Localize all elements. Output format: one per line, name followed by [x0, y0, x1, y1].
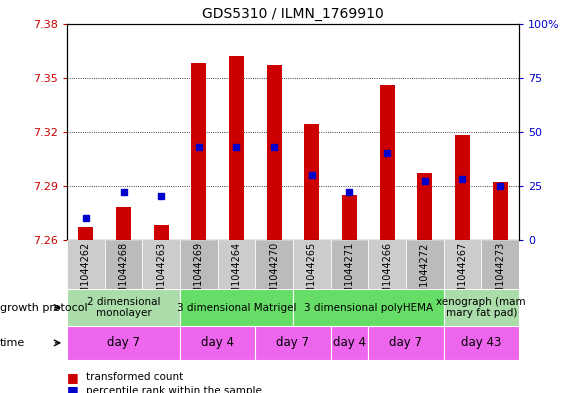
- Bar: [444, 289, 519, 326]
- Bar: [368, 240, 406, 289]
- Text: 3 dimensional Matrigel: 3 dimensional Matrigel: [177, 303, 296, 312]
- Text: day 7: day 7: [389, 336, 423, 349]
- Bar: [293, 289, 444, 326]
- Bar: [481, 240, 519, 289]
- Text: GSM1044270: GSM1044270: [269, 242, 279, 307]
- Bar: [380, 85, 395, 240]
- Bar: [142, 240, 180, 289]
- Title: GDS5310 / ILMN_1769910: GDS5310 / ILMN_1769910: [202, 7, 384, 21]
- Bar: [342, 195, 357, 240]
- Text: ■: ■: [67, 371, 79, 384]
- Bar: [154, 225, 168, 240]
- Text: GSM1044268: GSM1044268: [118, 242, 128, 307]
- Bar: [406, 240, 444, 289]
- Text: GSM1044269: GSM1044269: [194, 242, 204, 307]
- Text: day 4: day 4: [333, 336, 366, 349]
- Text: xenograph (mam
mary fat pad): xenograph (mam mary fat pad): [437, 297, 526, 318]
- Text: day 4: day 4: [201, 336, 234, 349]
- Bar: [67, 240, 105, 289]
- Text: 2 dimensional
monolayer: 2 dimensional monolayer: [87, 297, 160, 318]
- Text: GSM1044262: GSM1044262: [81, 242, 91, 307]
- Text: 3 dimensional polyHEMA: 3 dimensional polyHEMA: [304, 303, 433, 312]
- Text: GSM1044272: GSM1044272: [420, 242, 430, 308]
- Text: GSM1044263: GSM1044263: [156, 242, 166, 307]
- Bar: [455, 135, 470, 240]
- Text: ■: ■: [67, 384, 79, 393]
- Bar: [229, 56, 244, 240]
- Text: GSM1044265: GSM1044265: [307, 242, 317, 307]
- Bar: [493, 182, 508, 240]
- Text: GSM1044264: GSM1044264: [231, 242, 241, 307]
- Bar: [217, 240, 255, 289]
- Bar: [180, 326, 255, 360]
- Bar: [67, 326, 180, 360]
- Bar: [304, 125, 319, 240]
- Text: GSM1044271: GSM1044271: [345, 242, 354, 307]
- Bar: [180, 289, 293, 326]
- Text: GSM1044267: GSM1044267: [458, 242, 468, 307]
- Text: GSM1044273: GSM1044273: [495, 242, 505, 307]
- Text: day 7: day 7: [107, 336, 140, 349]
- Text: time: time: [0, 338, 25, 348]
- Bar: [331, 326, 368, 360]
- Bar: [444, 240, 481, 289]
- Bar: [417, 173, 432, 240]
- Bar: [266, 65, 282, 240]
- Text: percentile rank within the sample: percentile rank within the sample: [86, 386, 262, 393]
- Bar: [67, 289, 180, 326]
- Text: day 43: day 43: [461, 336, 501, 349]
- Bar: [444, 326, 519, 360]
- Bar: [105, 240, 142, 289]
- Text: GSM1044266: GSM1044266: [382, 242, 392, 307]
- Text: transformed count: transformed count: [86, 372, 183, 382]
- Bar: [180, 240, 217, 289]
- Text: growth protocol: growth protocol: [0, 303, 87, 312]
- Bar: [255, 240, 293, 289]
- Bar: [116, 207, 131, 240]
- Bar: [191, 63, 206, 240]
- Text: day 7: day 7: [276, 336, 310, 349]
- Bar: [293, 240, 331, 289]
- Bar: [368, 326, 444, 360]
- Bar: [255, 326, 331, 360]
- Bar: [331, 240, 368, 289]
- Bar: [78, 227, 93, 240]
